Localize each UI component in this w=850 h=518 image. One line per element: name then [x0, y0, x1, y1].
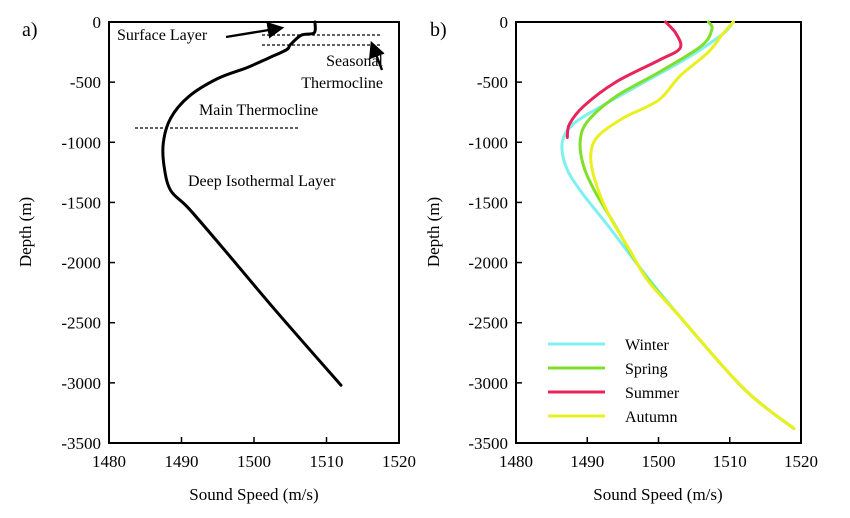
panel-b-series [560, 20, 796, 431]
panel-b-series-summer-line [565, 20, 683, 139]
panel-a-x-tick-label-4: 1520 [382, 452, 416, 471]
surface-layer-label: Surface Layer [117, 27, 208, 44]
panel-a-x-tick-label-1: 1490 [165, 452, 199, 471]
panel-b-y-tick-label-4: -2000 [468, 254, 508, 273]
legend-label-autumn: Autumn [625, 409, 677, 426]
seasonal-thermocline-arrow [368, 40, 385, 71]
panel-a-x-tick-label-2: 1500 [237, 452, 271, 471]
panel-a-label: a) [22, 19, 38, 41]
panel-a-y-tick-label-3: -1500 [61, 193, 101, 212]
panel-a-axes: 1480 1490 1500 1510 1520 0 -500 -1000 -1500 -2000… [61, 13, 416, 471]
panel-b-y-axis-title: Depth (m) [424, 197, 443, 267]
legend-label-summer: Summer [625, 385, 680, 402]
panel-b-y-tick-label-7: -3500 [468, 434, 508, 453]
panel-b-label: b) [430, 19, 447, 41]
panel-b-y-tick-label-0: 0 [500, 13, 509, 32]
panel-b-x-axis-title: Sound Speed (m/s) [593, 485, 722, 504]
panel-a-series-sound-speed-profile-line [161, 20, 343, 387]
legend-label-spring: Spring [625, 361, 668, 378]
panel-a-chart: a) 1480 1490 1500 1510 1520 0 -500 -1000 -1500 -2… [16, 13, 416, 504]
panel-a-y-tick-label-5: -2500 [61, 314, 101, 333]
panel-a-y-tick-label-0: 0 [93, 13, 102, 32]
panel-b-x-tick-label-2: 1500 [642, 452, 676, 471]
panel-a-y-tick-label-6: -3000 [61, 374, 101, 393]
seasonal-label: Seasonal [326, 53, 383, 70]
panel-a-x-tick-label-0: 1480 [92, 452, 126, 471]
panel-a-y-tick-label-1: -500 [70, 73, 101, 92]
panel-b-y-tick-label-5: -2500 [468, 314, 508, 333]
panel-b-x-tick-label-1: 1490 [570, 452, 604, 471]
panel-a-y-tick-label-7: -3500 [61, 434, 101, 453]
thermocline-label: Thermocline [301, 75, 383, 92]
panel-b-x-tick-label-4: 1520 [784, 452, 818, 471]
panel-a-y-axis-title: Depth (m) [16, 197, 35, 267]
legend-label-winter: Winter [625, 337, 669, 354]
panel-b-chart: b) 1480 1490 1500 1510 1520 0 -500 -1000 -1500 -2… [424, 13, 818, 504]
panel-b-series-autumn-line [589, 20, 796, 431]
panel-a-y-tick-label-4: -2000 [61, 254, 101, 273]
panel-a-x-axis-title: Sound Speed (m/s) [189, 485, 318, 504]
panel-b-y-tick-label-2: -1000 [468, 133, 508, 152]
surface-layer-arrow [225, 21, 285, 39]
deep-isothermal-layer-label: Deep Isothermal Layer [188, 173, 336, 190]
panel-b-legend: Winter Spring Summer Autumn [548, 337, 680, 426]
panel-b-y-tick-label-1: -500 [477, 73, 508, 92]
panel-b-y-tick-label-3: -1500 [468, 193, 508, 212]
main-thermocline-label: Main Thermocline [199, 102, 318, 119]
panel-a-x-tick-label-3: 1510 [310, 452, 344, 471]
panel-b-plot-frame [515, 21, 802, 444]
panel-a-series [161, 20, 343, 387]
panel-b-y-tick-label-6: -3000 [468, 374, 508, 393]
panel-b-x-tick-label-0: 1480 [499, 452, 533, 471]
panel-b-axes: 1480 1490 1500 1510 1520 0 -500 -1000 -1500 -2000… [468, 13, 818, 471]
panel-b-x-tick-label-3: 1510 [713, 452, 747, 471]
panel-a-y-tick-label-2: -1000 [61, 133, 101, 152]
